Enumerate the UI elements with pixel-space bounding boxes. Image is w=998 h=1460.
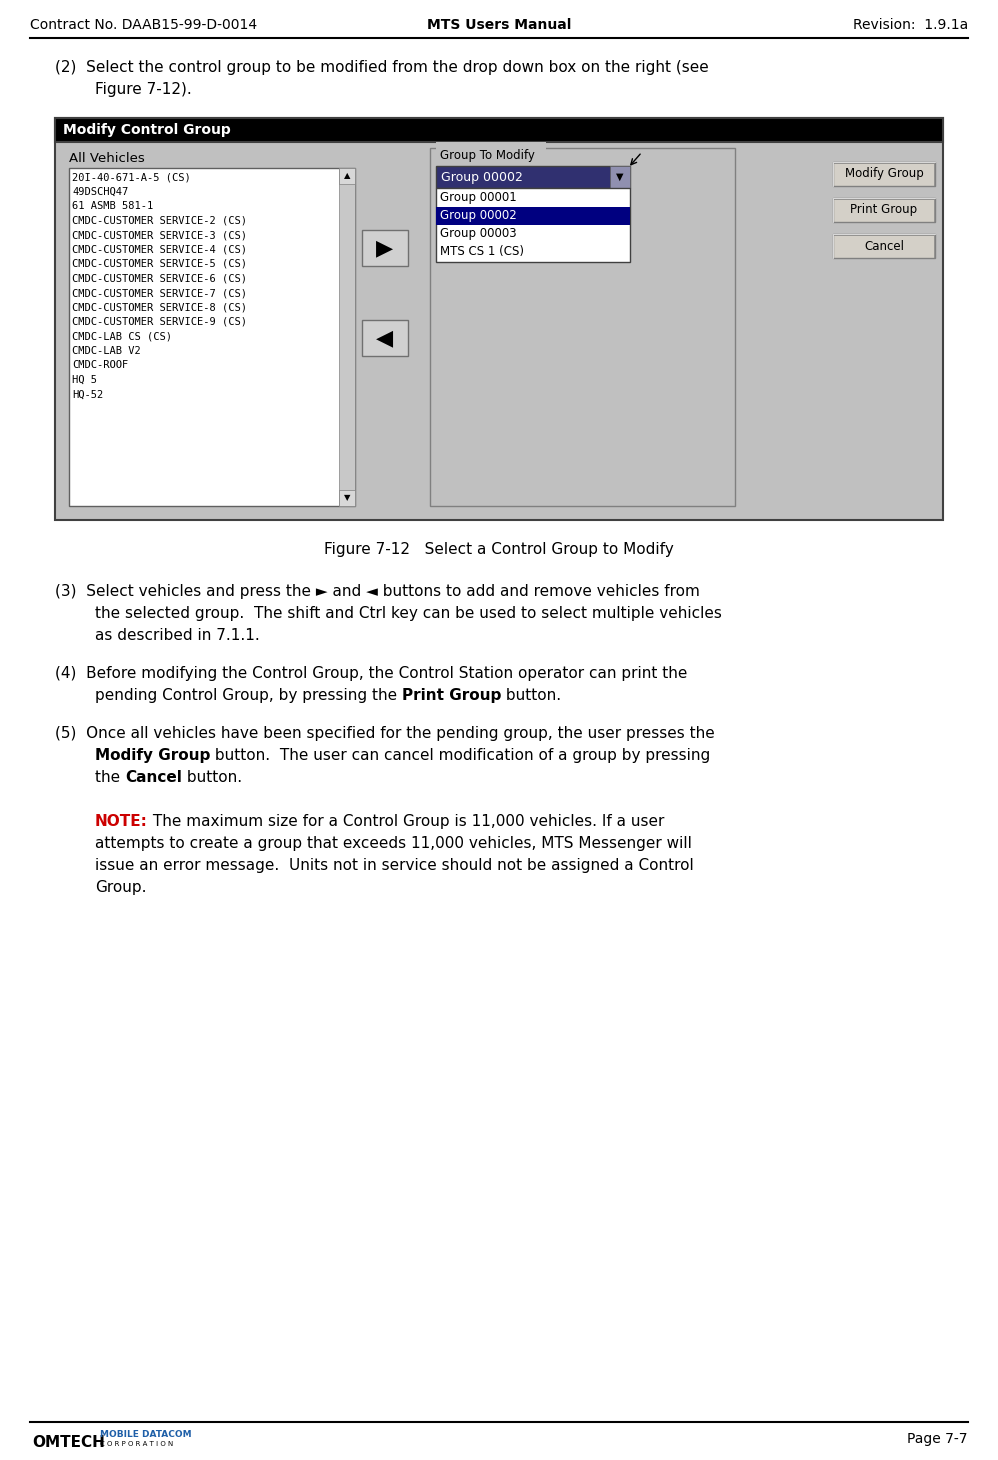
Text: as described in 7.1.1.: as described in 7.1.1.	[95, 628, 259, 642]
Text: pending Control Group, by pressing the: pending Control Group, by pressing the	[95, 688, 402, 704]
Text: All Vehicles: All Vehicles	[69, 152, 145, 165]
Bar	[339, 168, 355, 184]
Text: attempts to create a group that exceeds 11,000 vehicles, MTS Messenger will: attempts to create a group that exceeds …	[95, 837, 692, 851]
Text: CMDC-CUSTOMER SERVICE-7 (CS): CMDC-CUSTOMER SERVICE-7 (CS)	[72, 288, 247, 298]
Bar	[55, 118, 943, 520]
Bar	[610, 166, 630, 188]
Text: CMDC-CUSTOMER SERVICE-2 (CS): CMDC-CUSTOMER SERVICE-2 (CS)	[72, 216, 247, 225]
Bar	[436, 166, 630, 188]
Bar	[833, 234, 935, 258]
Bar	[362, 231, 408, 266]
Text: the: the	[95, 769, 125, 785]
Text: Figure 7-12   Select a Control Group to Modify: Figure 7-12 Select a Control Group to Mo…	[324, 542, 674, 558]
Text: the selected group.  The shift and Ctrl key can be used to select multiple vehic: the selected group. The shift and Ctrl k…	[95, 606, 722, 620]
Text: the: the	[95, 769, 125, 785]
Text: (5)  Once all vehicles have been specified for the pending group, the user press: (5) Once all vehicles have been specifie…	[55, 726, 715, 742]
Text: (2)  Select the control group to be modified from the drop down box on the right: (2) Select the control group to be modif…	[55, 60, 709, 74]
Text: Print Group: Print Group	[402, 688, 501, 704]
Text: 20I-40-671-A-5 (CS): 20I-40-671-A-5 (CS)	[72, 172, 191, 182]
Text: MOBILE DATACOM: MOBILE DATACOM	[100, 1429, 192, 1440]
Bar	[436, 207, 630, 225]
Text: Print Group: Print Group	[850, 203, 917, 216]
Text: Group 00002: Group 00002	[441, 171, 523, 184]
Text: (4)  Before modifying the Control Group, the Control Station operator can print : (4) Before modifying the Control Group, …	[55, 666, 688, 680]
Text: CMDC-CUSTOMER SERVICE-3 (CS): CMDC-CUSTOMER SERVICE-3 (CS)	[72, 231, 247, 239]
Bar	[55, 118, 943, 142]
Text: CMDC-CUSTOMER SERVICE-8 (CS): CMDC-CUSTOMER SERVICE-8 (CS)	[72, 302, 247, 312]
Bar	[436, 142, 546, 156]
Text: Group 00003: Group 00003	[440, 228, 517, 241]
Text: CMDC-CUSTOMER SERVICE-9 (CS): CMDC-CUSTOMER SERVICE-9 (CS)	[72, 317, 247, 327]
Text: CMDC-CUSTOMER SERVICE-4 (CS): CMDC-CUSTOMER SERVICE-4 (CS)	[72, 244, 247, 254]
Text: pending Control Group, by pressing the: pending Control Group, by pressing the	[95, 688, 402, 704]
Text: CMDC-ROOF: CMDC-ROOF	[72, 361, 129, 371]
Text: NOTE:: NOTE:	[95, 815, 148, 829]
Text: Group.: Group.	[95, 880, 147, 895]
Text: ▼: ▼	[343, 493, 350, 502]
Bar	[430, 147, 735, 507]
Text: Figure 7-12).: Figure 7-12).	[95, 82, 192, 96]
Text: (3)  Select vehicles and press the ► and ◄ buttons to add and remove vehicles fr: (3) Select vehicles and press the ► and …	[55, 584, 700, 599]
Text: Contract No. DAAB15-99-D-0014: Contract No. DAAB15-99-D-0014	[30, 18, 257, 32]
Bar	[339, 491, 355, 507]
Bar	[833, 162, 935, 185]
Text: Cancel: Cancel	[125, 769, 182, 785]
Text: Cancel: Cancel	[864, 239, 904, 253]
Text: Print Group: Print Group	[402, 688, 501, 704]
Text: 61 ASMB 581-1: 61 ASMB 581-1	[72, 201, 154, 212]
Text: ▶: ▶	[376, 238, 393, 258]
Text: Page 7-7: Page 7-7	[907, 1432, 968, 1445]
Text: CMDC-LAB V2: CMDC-LAB V2	[72, 346, 141, 356]
Text: HQ 5: HQ 5	[72, 375, 97, 385]
Bar	[339, 168, 355, 507]
Bar	[833, 199, 935, 222]
Text: C O R P O R A T I O N: C O R P O R A T I O N	[100, 1441, 174, 1447]
Text: Group 00001: Group 00001	[440, 191, 517, 204]
Text: Cancel: Cancel	[125, 769, 182, 785]
Text: HQ-52: HQ-52	[72, 390, 103, 400]
Bar	[69, 168, 355, 507]
Text: Group 00002: Group 00002	[440, 209, 517, 222]
Text: ▼: ▼	[616, 172, 624, 182]
Text: CMDC-CUSTOMER SERVICE-6 (CS): CMDC-CUSTOMER SERVICE-6 (CS)	[72, 273, 247, 283]
Text: OMTECH: OMTECH	[32, 1435, 105, 1450]
Text: ◀: ◀	[376, 328, 393, 347]
Text: Modify Control Group: Modify Control Group	[63, 123, 231, 137]
Text: CMDC-LAB CS (CS): CMDC-LAB CS (CS)	[72, 331, 172, 342]
Bar	[362, 320, 408, 356]
Text: button.: button.	[501, 688, 562, 704]
Text: Modify Group: Modify Group	[95, 748, 211, 764]
Text: Modify Group: Modify Group	[95, 748, 211, 764]
Text: button.: button.	[182, 769, 242, 785]
Text: MTS Users Manual: MTS Users Manual	[427, 18, 571, 32]
Text: Revision:  1.9.1a: Revision: 1.9.1a	[852, 18, 968, 32]
Text: button.  The user can cancel modification of a group by pressing: button. The user can cancel modification…	[211, 748, 711, 764]
Text: NOTE:: NOTE:	[95, 815, 148, 829]
Text: ▲: ▲	[343, 171, 350, 181]
Text: 49DSCHQ47: 49DSCHQ47	[72, 187, 129, 197]
Text: The maximum size for a Control Group is 11,000 vehicles. If a user: The maximum size for a Control Group is …	[148, 815, 665, 829]
Text: CMDC-CUSTOMER SERVICE-5 (CS): CMDC-CUSTOMER SERVICE-5 (CS)	[72, 258, 247, 269]
Text: MTS CS 1 (CS): MTS CS 1 (CS)	[440, 245, 524, 258]
Text: Group To Modify: Group To Modify	[440, 149, 535, 162]
Text: issue an error message.  Units not in service should not be assigned a Control: issue an error message. Units not in ser…	[95, 858, 694, 873]
Bar	[436, 188, 630, 261]
Text: Modify Group: Modify Group	[844, 168, 923, 181]
